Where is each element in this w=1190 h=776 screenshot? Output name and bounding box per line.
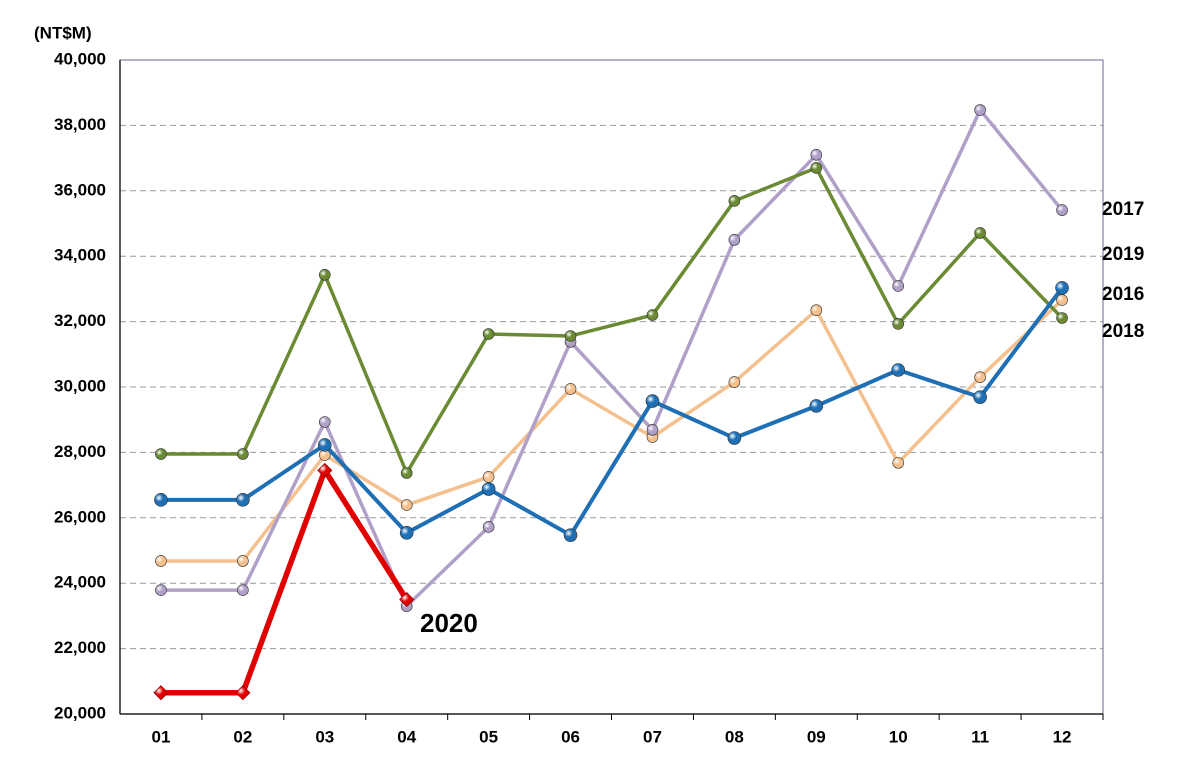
series-line — [160, 298, 1064, 563]
x-tick-label: 04 — [397, 727, 416, 746]
x-tick-label: 11 — [971, 727, 989, 746]
marker — [153, 685, 169, 701]
marker — [236, 493, 250, 507]
marker — [727, 431, 742, 445]
marker — [399, 591, 415, 608]
marker — [155, 555, 167, 567]
marker — [318, 416, 331, 428]
x-tick-label: 12 — [1053, 727, 1072, 746]
marker — [237, 584, 249, 596]
marker — [154, 493, 168, 507]
y-tick-label: 32,000 — [54, 311, 106, 330]
y-axis-label: (NT$M) — [34, 23, 92, 42]
marker — [482, 521, 495, 533]
series-label: 2016 — [1102, 284, 1144, 305]
marker — [892, 280, 905, 292]
marker — [155, 584, 167, 596]
series-label: 2017 — [1102, 199, 1144, 220]
marker — [728, 376, 741, 388]
y-tick-label: 22,000 — [54, 638, 106, 657]
series-line — [160, 108, 1064, 608]
y-tick-label: 26,000 — [54, 507, 106, 526]
marker — [400, 499, 413, 511]
marker — [1056, 312, 1068, 324]
marker — [810, 149, 823, 161]
marker — [973, 390, 987, 404]
y-tick-label: 30,000 — [54, 376, 106, 395]
x-tick-label: 03 — [315, 727, 334, 746]
x-tick-label: 07 — [643, 727, 662, 746]
marker — [974, 227, 986, 239]
marker — [317, 438, 332, 452]
marker — [399, 526, 414, 540]
x-tick-label: 10 — [889, 727, 908, 746]
marker — [482, 328, 495, 340]
marker — [810, 304, 823, 316]
marker — [892, 318, 905, 330]
y-tick-label: 24,000 — [54, 573, 106, 592]
marker — [400, 467, 413, 479]
marker — [235, 685, 251, 701]
marker — [645, 394, 660, 408]
marker — [237, 448, 249, 460]
y-tick-label: 34,000 — [54, 246, 106, 265]
series-label: 2020 — [420, 608, 478, 638]
marker — [974, 104, 986, 116]
marker — [974, 371, 986, 383]
marker — [1056, 204, 1068, 216]
y-tick-label: 40,000 — [54, 49, 106, 68]
series-label: 2018 — [1102, 321, 1144, 342]
y-tick-label: 20,000 — [54, 703, 106, 722]
y-tick-label: 28,000 — [54, 442, 106, 461]
series-line — [160, 467, 410, 696]
marker — [563, 528, 578, 542]
series-line — [160, 286, 1064, 538]
marker — [646, 309, 659, 321]
marker — [728, 234, 741, 246]
marker — [1055, 281, 1069, 295]
series-line — [160, 166, 1064, 475]
x-tick-label: 06 — [561, 727, 580, 746]
y-tick-label: 36,000 — [54, 180, 106, 199]
marker — [892, 457, 905, 469]
marker — [482, 471, 495, 483]
marker — [810, 162, 823, 174]
x-tick-label: 09 — [807, 727, 826, 746]
x-tick-label: 02 — [233, 727, 252, 746]
series-label: 2019 — [1102, 244, 1144, 265]
y-tick-label: 38,000 — [54, 115, 106, 134]
marker — [237, 555, 249, 567]
marker — [891, 363, 906, 377]
marker — [646, 424, 659, 436]
marker — [318, 269, 331, 281]
x-tick-label: 01 — [151, 727, 170, 746]
marker — [809, 399, 824, 413]
marker — [155, 448, 167, 460]
marker — [317, 462, 333, 478]
marker — [564, 330, 577, 342]
x-tick-label: 05 — [479, 727, 498, 746]
marker — [481, 482, 496, 496]
marker — [564, 383, 577, 395]
x-tick-label: 08 — [725, 727, 744, 746]
marker — [728, 195, 741, 207]
